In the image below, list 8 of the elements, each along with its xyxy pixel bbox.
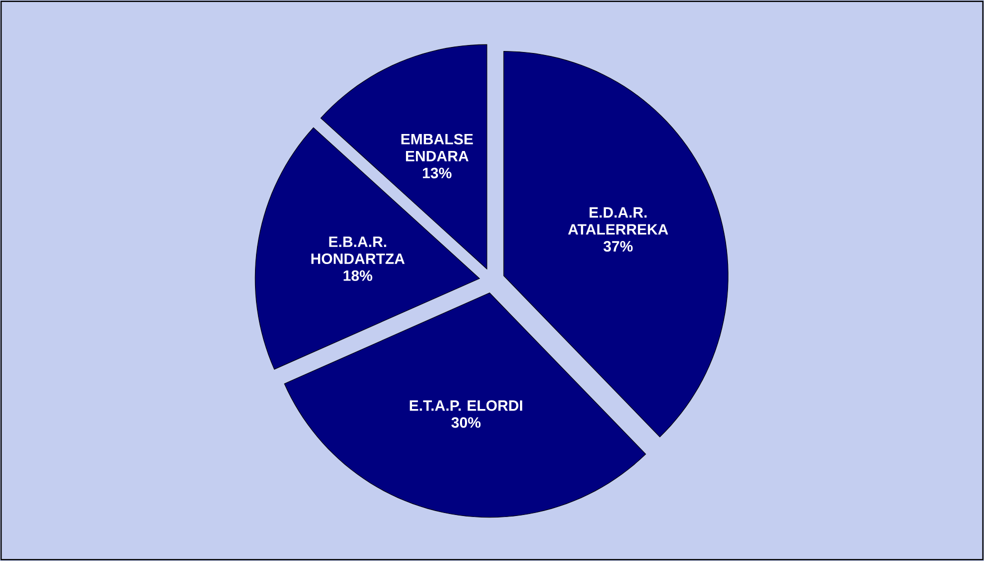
- data-label: 30%: [451, 417, 481, 428]
- slice-label: E.B.A.R. HONDARTZA: [311, 236, 405, 264]
- slice-label: EMBALSE ENDARA: [401, 134, 473, 162]
- slice-label: E.T.A.P. ELORDI: [410, 400, 522, 411]
- data-label: 37%: [604, 241, 633, 252]
- data-label: 13%: [422, 168, 452, 178]
- data-label: 18%: [344, 270, 372, 281]
- slice-label: E.D.A.R. ATALERREKA: [568, 207, 668, 235]
